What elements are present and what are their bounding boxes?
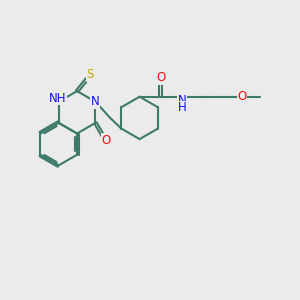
- Text: O: O: [156, 71, 165, 84]
- Text: O: O: [101, 134, 110, 147]
- Text: H: H: [178, 101, 186, 114]
- Text: N: N: [91, 95, 100, 108]
- Text: O: O: [238, 90, 247, 103]
- Text: S: S: [87, 68, 94, 81]
- Text: N: N: [178, 94, 186, 107]
- Text: NH: NH: [49, 92, 66, 105]
